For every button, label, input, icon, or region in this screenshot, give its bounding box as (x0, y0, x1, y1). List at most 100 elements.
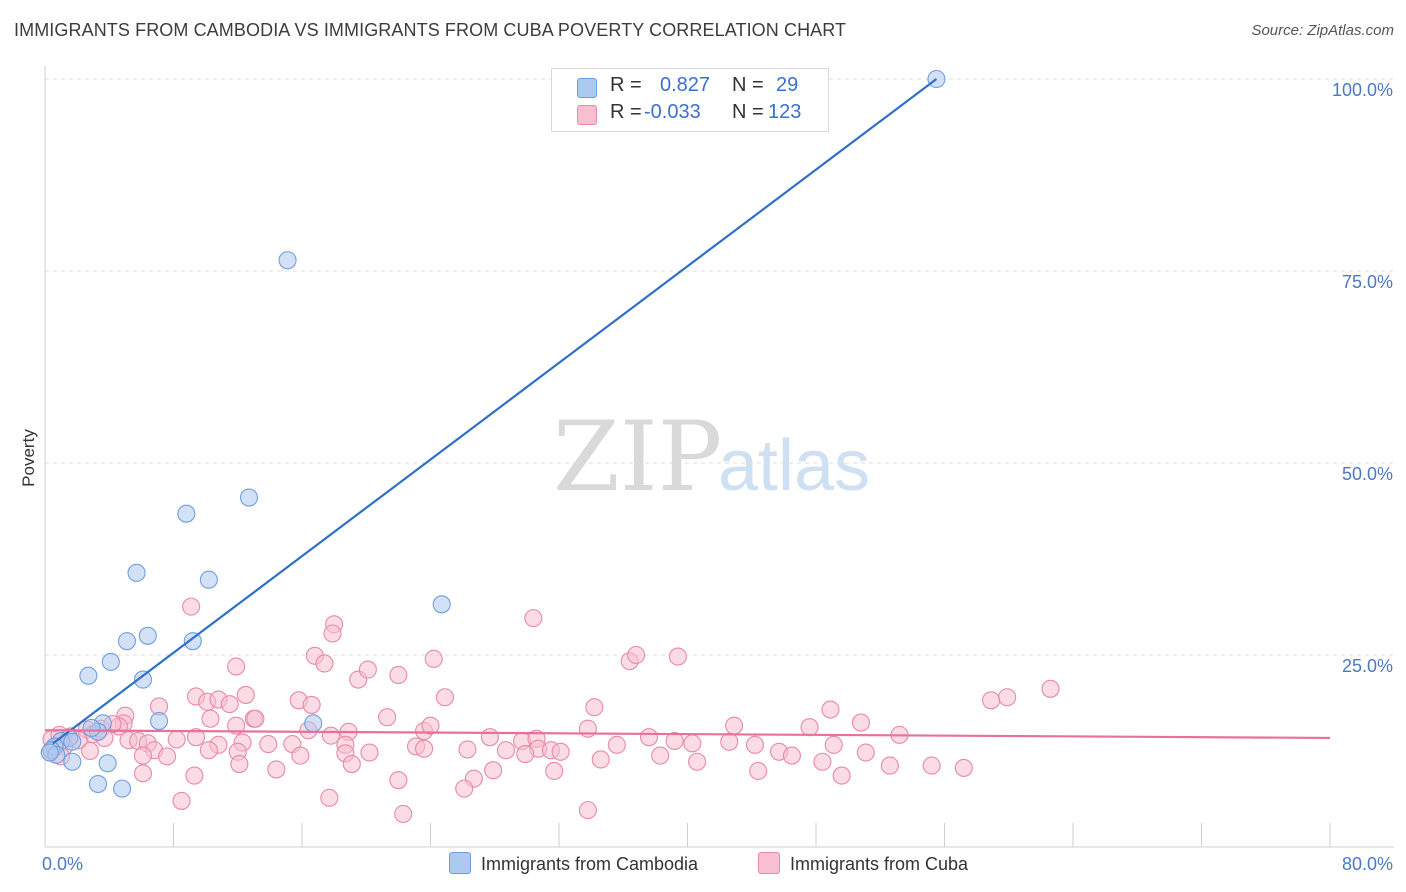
point-cuba (982, 691, 1001, 710)
point-cuba (185, 766, 204, 785)
point-cuba (167, 730, 186, 749)
y-axis-label: Poverty (19, 429, 38, 487)
y-tick-label: 25.0% (1342, 656, 1393, 676)
legend-r-value-cuba: -0.033 (644, 101, 701, 123)
point-cuba (585, 698, 604, 717)
point-cambodia (117, 632, 136, 651)
point-cambodia (149, 711, 169, 731)
point-cambodia (278, 251, 297, 270)
point-cuba (516, 745, 535, 764)
point-cambodia (98, 754, 117, 773)
point-cuba (922, 756, 941, 775)
legend-r-label: R = (610, 74, 642, 96)
point-cuba (607, 735, 626, 754)
point-cuba (725, 716, 744, 735)
point-cuba (813, 752, 832, 771)
point-cuba (745, 735, 765, 754)
bottom-legend-label-cuba: Immigrants from Cuba (790, 854, 969, 874)
point-cuba (998, 688, 1017, 707)
point-cuba (591, 750, 610, 769)
chart-title: IMMIGRANTS FROM CAMBODIA VS IMMIGRANTS F… (14, 20, 847, 40)
point-cambodia (127, 563, 146, 582)
point-cambodia (177, 504, 196, 523)
point-cuba (227, 716, 246, 735)
point-cuba (651, 746, 670, 765)
point-cuba (688, 752, 707, 771)
point-cuba (551, 742, 570, 761)
x-tick-labels: 0.0% 80.0% (42, 854, 1393, 874)
series-cuba (40, 597, 1060, 824)
point-cuba (496, 741, 516, 760)
point-cuba (133, 764, 153, 783)
point-cuba (267, 760, 286, 779)
legend-n-value-cuba: 123 (768, 101, 802, 123)
point-cuba (201, 709, 220, 728)
point-cambodia (432, 595, 451, 614)
point-cuba (246, 709, 265, 728)
legend-swatch-cambodia (577, 78, 597, 98)
bottom-legend-cambodia: Immigrants from Cambodia (449, 852, 698, 875)
point-cuba (321, 726, 340, 745)
point-cambodia (101, 652, 120, 671)
point-cambodia (138, 626, 157, 645)
bottom-legend-label-cambodia: Immigrants from Cambodia (481, 854, 699, 874)
bottom-legend-swatch-cambodia (449, 852, 471, 874)
watermark-zip: ZIP (553, 401, 722, 513)
point-cuba (227, 657, 246, 676)
point-cambodia (199, 570, 218, 589)
legend-swatch-cuba (577, 105, 597, 125)
y-tick-labels: 25.0% 50.0% 75.0% 100.0% (1332, 80, 1393, 676)
point-cuba (639, 728, 659, 747)
point-cuba (424, 649, 443, 668)
bottom-legend-swatch-cuba (758, 852, 780, 874)
point-cuba (683, 734, 702, 753)
axes (44, 66, 1394, 848)
point-cuba (182, 597, 201, 616)
y-tick-label: 50.0% (1342, 464, 1393, 484)
point-cuba (291, 746, 310, 765)
point-cuba (800, 718, 819, 737)
point-cuba (856, 743, 875, 762)
point-cuba (545, 761, 564, 781)
point-cuba (199, 741, 218, 760)
legend-r-label: R = (610, 101, 642, 123)
point-cuba (435, 688, 455, 707)
stats-legend: R = 0.827 N = 29 R = -0.033 N = 123 (551, 68, 829, 132)
point-cuba (158, 747, 177, 766)
gridlines (45, 78, 1394, 656)
point-cuba (236, 685, 255, 704)
point-cambodia (133, 670, 153, 689)
point-cambodia (239, 488, 259, 507)
point-cuba (259, 735, 278, 754)
x-tick-label: 0.0% (42, 854, 83, 874)
point-cuba (720, 732, 739, 751)
series-cambodia (40, 69, 946, 798)
point-cuba (749, 761, 768, 781)
point-cuba (358, 660, 377, 679)
point-cuba (80, 741, 100, 761)
point-cuba (1041, 679, 1060, 698)
point-cuba (578, 801, 597, 820)
point-cuba (323, 624, 342, 643)
point-cuba (360, 743, 379, 762)
point-cuba (186, 728, 206, 747)
point-cuba (954, 758, 973, 777)
point-cuba (627, 645, 646, 665)
point-cuba (415, 739, 434, 758)
y-tick-label: 75.0% (1342, 272, 1393, 292)
point-cuba (389, 771, 408, 790)
legend-row-cuba: R = -0.033 N = 123 (552, 101, 828, 127)
legend-n-label: N = (732, 74, 764, 96)
point-cambodia (40, 743, 59, 762)
point-cuba (484, 761, 503, 780)
point-cuba (824, 735, 843, 754)
y-tick-label: 100.0% (1332, 80, 1393, 100)
point-cuba (668, 647, 687, 666)
point-cambodia (183, 632, 202, 651)
point-cuba (302, 695, 321, 714)
point-cuba (378, 708, 397, 727)
point-cuba (832, 766, 851, 785)
point-cambodia (79, 666, 98, 685)
point-cuba (480, 728, 499, 747)
